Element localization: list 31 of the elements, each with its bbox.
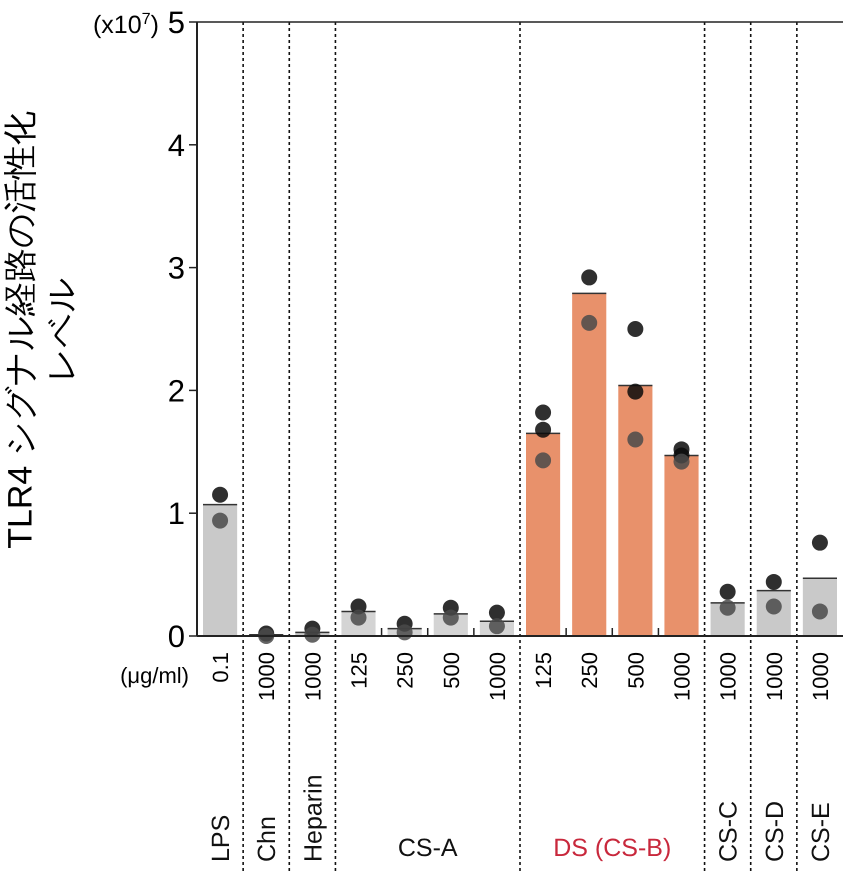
text: CS-A — [398, 834, 458, 862]
x-tick-label: 1000 — [300, 652, 326, 701]
x-tick-label: 500 — [623, 652, 648, 689]
x-tick-label: 125 — [531, 652, 556, 689]
x-tick-label: 500 — [438, 652, 464, 689]
text: CS-C — [714, 800, 743, 862]
text: DS (CS-B) — [553, 834, 672, 862]
x-tick-label: 1000 — [484, 652, 510, 701]
x-tick-label: 1000 — [716, 652, 741, 701]
x-tick-label: 250 — [577, 652, 602, 689]
y-tick-label: 4 — [168, 128, 185, 163]
text: Heparin — [299, 774, 328, 862]
y-tick-label: 3 — [168, 250, 185, 286]
y-tick-label: 0 — [168, 619, 185, 654]
text: CS-E — [806, 802, 835, 862]
x-tick-label: 125 — [346, 652, 372, 689]
x-tick-label: 1000 — [254, 652, 280, 701]
y-tick-label: 1 — [168, 496, 185, 532]
x-tick-label: 1000 — [670, 652, 694, 701]
x-tick-label: 250 — [392, 652, 418, 689]
y-tick-label: 5 — [168, 5, 185, 40]
x-tick-label: 1000 — [762, 652, 787, 701]
x-tick-label: 0.1 — [208, 652, 234, 683]
x-tick-label: 1000 — [808, 652, 833, 701]
text: (μg/ml) — [120, 663, 189, 688]
text: (x10$^{7}$) — [92, 10, 159, 39]
y-tick-label: 2 — [168, 373, 185, 408]
text: Chn — [253, 816, 282, 862]
text: LPS — [207, 814, 236, 862]
y-axis-title: TLR4 シグナル経路の活性化レベル — [2, 111, 80, 549]
text: CS-D — [760, 800, 789, 862]
